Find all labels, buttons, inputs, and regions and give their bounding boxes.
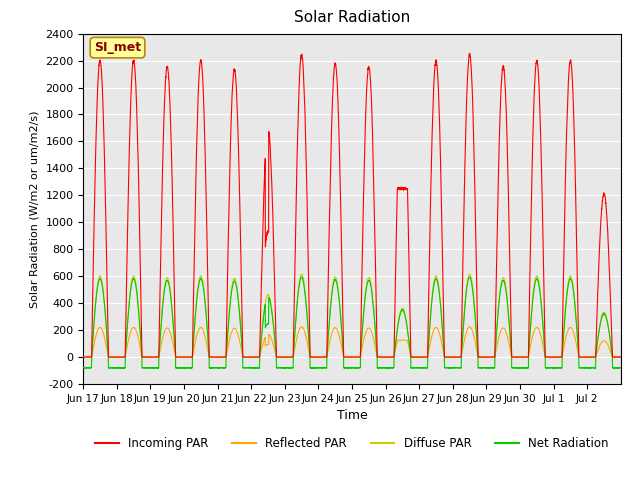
Text: SI_met: SI_met — [94, 41, 141, 54]
Legend: Incoming PAR, Reflected PAR, Diffuse PAR, Net Radiation: Incoming PAR, Reflected PAR, Diffuse PAR… — [91, 433, 613, 455]
X-axis label: Time: Time — [337, 409, 367, 422]
Y-axis label: Solar Radiation (W/m2 or um/m2/s): Solar Radiation (W/m2 or um/m2/s) — [29, 110, 40, 308]
Title: Solar Radiation: Solar Radiation — [294, 11, 410, 25]
